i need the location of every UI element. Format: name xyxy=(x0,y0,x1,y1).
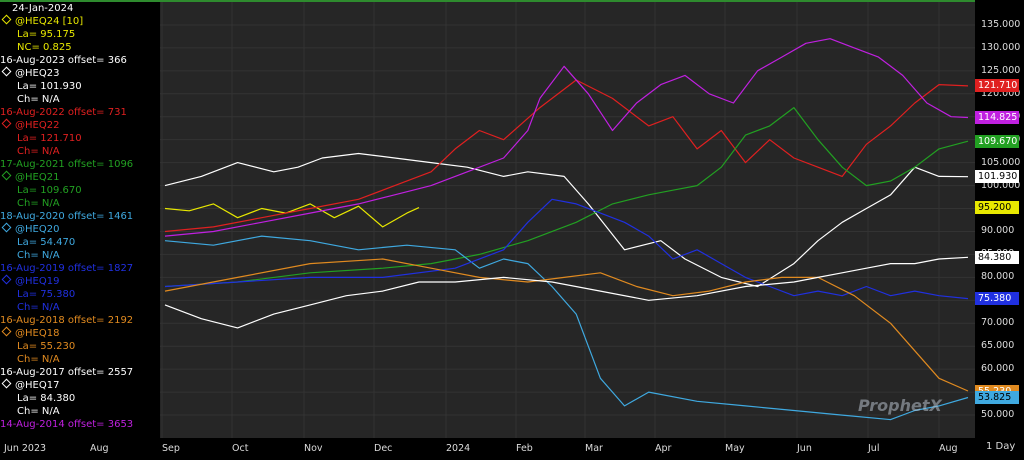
legend-symbol[interactable]: @HEQ18 xyxy=(0,326,160,340)
y-tick-label: 135.000 xyxy=(981,18,1021,30)
x-tick-label: Sep xyxy=(162,443,180,454)
x-tick-label: Oct xyxy=(232,443,249,454)
legend-value: Ch= N/A xyxy=(17,406,60,417)
legend-entries: @HEQ24 [10] La= 95.175 NC= 0.825 16-Aug-202… xyxy=(0,14,160,418)
legend-value: La= 101.930 xyxy=(17,81,82,92)
y-tick-label: 125.000 xyxy=(981,64,1021,76)
legend-value: La= 54.470 xyxy=(17,237,76,248)
footer-offset: 14-Aug-2014 offset= 3653 xyxy=(0,419,134,430)
legend-symbol[interactable]: @HEQ23 xyxy=(0,66,160,80)
diamond-icon xyxy=(1,14,12,25)
series-line xyxy=(164,203,420,228)
last-value-tag: 75.380 xyxy=(975,292,1019,306)
last-value-tag: 101.930 xyxy=(975,170,1019,184)
series-line xyxy=(164,235,969,421)
legend-symbol[interactable]: @HEQ24 [10] xyxy=(0,14,160,28)
interval-label[interactable]: 1 Day xyxy=(986,441,1016,452)
time-axis[interactable] xyxy=(0,438,1024,460)
legend-value: NC= 0.825 xyxy=(17,42,72,53)
diamond-icon xyxy=(1,378,12,389)
x-tick-label: Aug xyxy=(939,443,958,454)
legend-symbol[interactable]: @HEQ19 xyxy=(0,274,160,288)
diamond-icon xyxy=(1,274,12,285)
legend-offset: 18-Aug-2020 offset= 1461 xyxy=(0,211,134,222)
legend-symbol[interactable]: @HEQ17 xyxy=(0,378,160,392)
series-line xyxy=(164,256,969,329)
x-tick-label: Mar xyxy=(585,443,603,454)
x-tick-label: Jul xyxy=(868,443,880,454)
x-tick-label: Jun xyxy=(797,443,812,454)
legend-value: Ch= N/A xyxy=(17,146,60,157)
series-line xyxy=(164,198,969,300)
diamond-icon xyxy=(1,222,12,233)
series-line xyxy=(164,38,969,237)
x-tick-label: Nov xyxy=(304,443,323,454)
legend-symbol[interactable]: @HEQ21 xyxy=(0,170,160,184)
legend-value: La= 55.230 xyxy=(17,341,76,352)
x-tick-label: Dec xyxy=(374,443,393,454)
legend-value: La= 109.670 xyxy=(17,185,82,196)
legend-value: Ch= N/A xyxy=(17,94,60,105)
y-tick-label: 50.000 xyxy=(981,409,1015,421)
legend-value: La= 84.380 xyxy=(17,393,76,404)
series-lines xyxy=(164,38,969,421)
y-tick-label: 60.000 xyxy=(981,363,1015,375)
last-value-tag: 84.380 xyxy=(975,250,1019,264)
series-line xyxy=(164,79,969,233)
y-tick-label: 90.000 xyxy=(981,225,1015,237)
diamond-icon xyxy=(1,170,12,181)
y-tick-label: 70.000 xyxy=(981,317,1015,329)
date-label: 24-Jan-2024 xyxy=(12,3,74,14)
legend-value: La= 75.380 xyxy=(17,289,76,300)
x-tick-label: Jun 2023 xyxy=(4,443,47,454)
x-tick-label: 2024 xyxy=(446,443,471,454)
last-value-tag: 95.200 xyxy=(975,201,1019,215)
series-line xyxy=(164,258,969,392)
legend-value: Ch= N/A xyxy=(17,198,60,209)
x-tick-label: Apr xyxy=(655,443,672,454)
y-tick-label: 130.000 xyxy=(981,41,1021,53)
legend-offset: 16-Aug-2019 offset= 1827 xyxy=(0,263,134,274)
legend-symbol[interactable]: @HEQ22 xyxy=(0,118,160,132)
top-border xyxy=(0,0,1024,2)
series-line xyxy=(164,152,969,288)
diamond-icon xyxy=(1,66,12,77)
legend-offset: 17-Aug-2021 offset= 1096 xyxy=(0,159,134,170)
legend-offset: 16-Aug-2018 offset= 2192 xyxy=(0,315,134,326)
last-value-tag: 53.825 xyxy=(975,390,1019,404)
x-tick-label: Feb xyxy=(516,443,533,454)
plot-background xyxy=(160,2,975,438)
diamond-icon xyxy=(1,326,12,337)
prophetx-logo: ProphetX xyxy=(858,396,942,415)
legend-offset: 16-Aug-2023 offset= 366 xyxy=(0,55,127,66)
diamond-icon xyxy=(1,118,12,129)
legend-value: La= 121.710 xyxy=(17,133,82,144)
price-axis[interactable] xyxy=(975,0,1024,438)
legend-offset: 16-Aug-2017 offset= 2557 xyxy=(0,367,134,378)
y-tick-label: 80.000 xyxy=(981,271,1015,283)
y-tick-label: 100.000 xyxy=(981,179,1021,191)
last-value-tag: 114.825 xyxy=(975,111,1019,125)
last-value-tag: 121.710 xyxy=(975,79,1019,93)
legend-value: Ch= N/A xyxy=(17,250,60,261)
y-tick-label: 105.000 xyxy=(981,156,1021,168)
x-tick-label: May xyxy=(725,443,745,454)
last-value-tag: 109.670 xyxy=(975,134,1019,148)
legend-offset: 16-Aug-2022 offset= 731 xyxy=(0,107,127,118)
y-tick-label: 120.000 xyxy=(981,87,1021,99)
legend-symbol[interactable]: @HEQ20 xyxy=(0,222,160,236)
legend-value: Ch= N/A xyxy=(17,302,60,313)
legend-value: La= 95.175 xyxy=(17,29,76,40)
y-tick-label: 65.000 xyxy=(981,340,1015,352)
legend-value: Ch= N/A xyxy=(17,354,60,365)
legend: 24-Jan-2024 @HEQ24 [10] La= 95.175 NC= 0.8… xyxy=(0,2,160,431)
x-tick-label: Aug xyxy=(90,443,109,454)
